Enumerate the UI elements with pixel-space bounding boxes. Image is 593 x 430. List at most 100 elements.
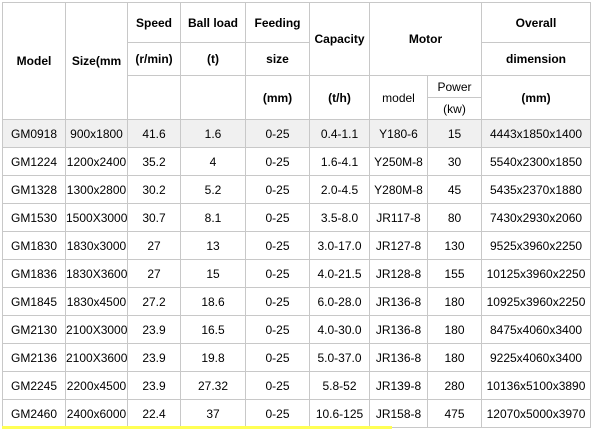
table-cell: 2200x4500 [65, 371, 128, 400]
table-cell: 0.4-1.1 [309, 119, 370, 148]
table-row: GM1845 1830x4500 27.2 18.6 0-25 6.0-28.0 JR136… [2, 287, 592, 316]
table-cell: 3.0-17.0 [309, 231, 370, 260]
table-cell: GM1224 [2, 147, 66, 176]
table-row: GM2130 2100X3000 23.9 16.5 0-25 4.0-30.0 JR136… [2, 315, 592, 344]
table-row: GM2245 2200x4500 23.9 27.32 0-25 5.8-52 JR139-… [2, 371, 592, 400]
table-cell: 10925x3960x2250 [481, 287, 592, 316]
table-cell: 1200x2400 [65, 147, 128, 176]
table-cell: 8475x4060x3400 [481, 315, 592, 344]
table-cell: JR158-8 [369, 399, 428, 428]
table-cell: 475 [426, 399, 483, 428]
table-cell: 18.6 [180, 287, 246, 316]
table-cell: 0-25 [245, 203, 310, 232]
table-cell: 1500X3000 [65, 203, 128, 232]
table-row: GM0918 900x1800 41.6 1.6 0-25 0.4-1.1 Y180-6 15… [2, 119, 592, 148]
table-cell: 5.2 [180, 175, 246, 204]
table-cell: 0-25 [245, 287, 310, 316]
table-cell: 180 [426, 287, 483, 316]
table-cell: GM2130 [2, 315, 66, 344]
header-cell: size [245, 42, 310, 76]
table-cell: 27 [127, 231, 181, 260]
table-cell: 6.0-28.0 [309, 287, 370, 316]
table-cell: 1.6-4.1 [309, 147, 370, 176]
header-cell: Power [426, 75, 483, 98]
table-cell: 23.9 [127, 371, 181, 400]
header-cell: Size(mm [65, 2, 128, 120]
table-cell: Y280M-8 [369, 175, 428, 204]
table-cell: 30.7 [127, 203, 181, 232]
table-cell: 30 [426, 147, 483, 176]
highlight-line [2, 426, 392, 429]
table-row: GM1830 1830x3000 27 13 0-25 3.0-17.0 JR127-8 13… [2, 231, 592, 260]
table-cell: 2100X3000 [65, 315, 128, 344]
table-cell: 27 [127, 259, 181, 288]
table-row: GM1836 1830X3600 27 15 0-25 4.0-21.5 JR128-8 15… [2, 259, 592, 288]
table-cell: 10.6-125 [309, 399, 370, 428]
table-cell: 0-25 [245, 175, 310, 204]
table-cell: 15 [180, 259, 246, 288]
header-cell: Model [2, 2, 66, 120]
table-cell: 5435x2370x1880 [481, 175, 592, 204]
table-cell: 5.0-37.0 [309, 343, 370, 372]
table-cell: GM0918 [2, 119, 66, 148]
table-cell: 37 [180, 399, 246, 428]
table-cell: JR136-8 [369, 343, 428, 372]
table-cell: 0-25 [245, 371, 310, 400]
table-row: GM1328 1300x2800 30.2 5.2 0-25 2.0-4.5 Y280M-8… [2, 175, 592, 204]
header-cell: Ball load [180, 2, 246, 43]
table-cell: JR128-8 [369, 259, 428, 288]
header-cell: (kw) [426, 97, 483, 120]
table-cell: 1830x4500 [65, 287, 128, 316]
table-cell: GM1836 [2, 259, 66, 288]
table-cell: 180 [426, 315, 483, 344]
header-cell [180, 75, 246, 120]
table-cell: GM1845 [2, 287, 66, 316]
table-cell: JR139-8 [369, 371, 428, 400]
table-cell: 16.5 [180, 315, 246, 344]
table-cell: 2400x6000 [65, 399, 128, 428]
table-cell: 130 [426, 231, 483, 260]
table-cell: 0-25 [245, 259, 310, 288]
table-cell: 4443x1850x1400 [481, 119, 592, 148]
table-cell: 27.2 [127, 287, 181, 316]
table-cell: 2100X3600 [65, 343, 128, 372]
header-cell: model [369, 75, 428, 120]
table-cell: 7430x2930x2060 [481, 203, 592, 232]
table-row: GM1530 1500X3000 30.7 8.1 0-25 3.5-8.0 JR117-8… [2, 203, 592, 232]
table-cell: 180 [426, 343, 483, 372]
table-cell: 23.9 [127, 315, 181, 344]
table-cell: GM2245 [2, 371, 66, 400]
header-cell: (t/h) [309, 75, 370, 120]
table-cell: 3.5-8.0 [309, 203, 370, 232]
header-cell: Feeding [245, 2, 310, 43]
table-cell: 1300x2800 [65, 175, 128, 204]
header-cell: Overall [481, 2, 592, 43]
table-cell: 0-25 [245, 119, 310, 148]
table-cell: 13 [180, 231, 246, 260]
table-cell: 15 [426, 119, 483, 148]
table-cell: 5.8-52 [309, 371, 370, 400]
header-cell: (mm) [481, 75, 592, 120]
table-cell: GM2460 [2, 399, 66, 428]
table-cell: 0-25 [245, 343, 310, 372]
table-cell: 4 [180, 147, 246, 176]
header-cell: Speed [127, 2, 181, 43]
table-cell: 30.2 [127, 175, 181, 204]
table-cell: GM1530 [2, 203, 66, 232]
table-body: GM0918 900x1800 41.6 1.6 0-25 0.4-1.1 Y180-6 15… [2, 119, 592, 428]
header-cell: (r/min) [127, 42, 181, 76]
table-cell: 155 [426, 259, 483, 288]
table-cell: 900x1800 [65, 119, 128, 148]
table-cell: 0-25 [245, 231, 310, 260]
table-cell: GM2136 [2, 343, 66, 372]
header-cell: Capacity [309, 2, 370, 76]
table-cell: 5540x2300x1850 [481, 147, 592, 176]
table-cell: GM1328 [2, 175, 66, 204]
table-cell: Y180-6 [369, 119, 428, 148]
table-cell: 80 [426, 203, 483, 232]
table-row: GM1224 1200x2400 35.2 4 0-25 1.6-4.1 Y250M-8 30… [2, 147, 592, 176]
header-cell: (mm) [245, 75, 310, 120]
header-cell: (t) [180, 42, 246, 76]
